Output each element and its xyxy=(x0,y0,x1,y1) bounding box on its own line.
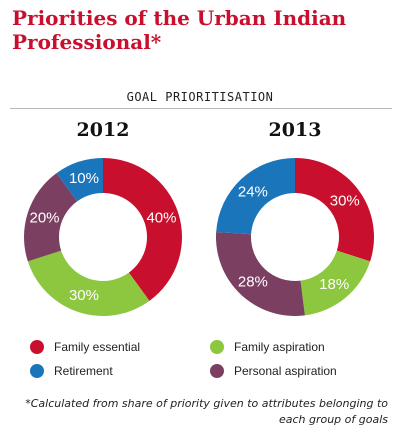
donut-slice-2012-family-essential xyxy=(103,158,183,301)
donut-slice-2013-personal-aspiration xyxy=(215,232,305,316)
chart-year-2012: 2012 xyxy=(77,119,130,141)
donut-slice-2013-retirement xyxy=(216,158,295,235)
slice-value-label: 30% xyxy=(330,192,360,209)
footnote: *Calculated from share of priority given… xyxy=(25,397,388,426)
legend-swatch-family-essential xyxy=(30,340,44,354)
legend-label: Personal aspiration xyxy=(234,364,337,378)
donut-slice-2013-family-aspiration xyxy=(300,250,371,316)
donut-slice-2012-family-aspiration xyxy=(27,250,150,317)
slice-value-label: 18% xyxy=(319,276,349,293)
chart-year-2013: 2013 xyxy=(269,119,322,141)
donut-charts: 2012 40% 30% 20% 10% 2013 30% 18% 28% 24% xyxy=(23,119,375,317)
slice-value-label: 20% xyxy=(29,209,59,226)
legend-label: Retirement xyxy=(54,364,113,378)
chart-title: Priorities of the Urban Indian Professio… xyxy=(12,6,347,54)
legend-swatch-personal-aspiration xyxy=(210,364,224,378)
divider xyxy=(10,108,392,109)
legend-item-family-aspiration: Family aspiration xyxy=(210,340,325,354)
legend-swatch-family-aspiration xyxy=(210,340,224,354)
legend-item-retirement: Retirement xyxy=(30,364,113,378)
legend-swatch-retirement xyxy=(30,364,44,378)
legend-item-personal-aspiration: Personal aspiration xyxy=(210,364,337,378)
slice-value-label: 40% xyxy=(146,209,176,226)
slice-value-label: 10% xyxy=(69,170,99,187)
slice-value-label: 28% xyxy=(238,273,268,290)
slice-value-label: 30% xyxy=(69,287,99,304)
section-heading: GOAL PRIORITISATION xyxy=(126,90,274,104)
legend-label: Family essential xyxy=(54,340,141,354)
legend-item-family-essential: Family essential xyxy=(30,340,140,354)
legend: Family essential Family aspiration Retir… xyxy=(0,336,400,388)
legend-label: Family aspiration xyxy=(234,340,325,354)
donut-slice-2013-family-essential xyxy=(295,158,375,262)
slice-value-label: 24% xyxy=(238,184,268,201)
donut-slice-2012-personal-aspiration xyxy=(23,173,78,262)
donut-slice-2012-retirement xyxy=(56,158,103,202)
